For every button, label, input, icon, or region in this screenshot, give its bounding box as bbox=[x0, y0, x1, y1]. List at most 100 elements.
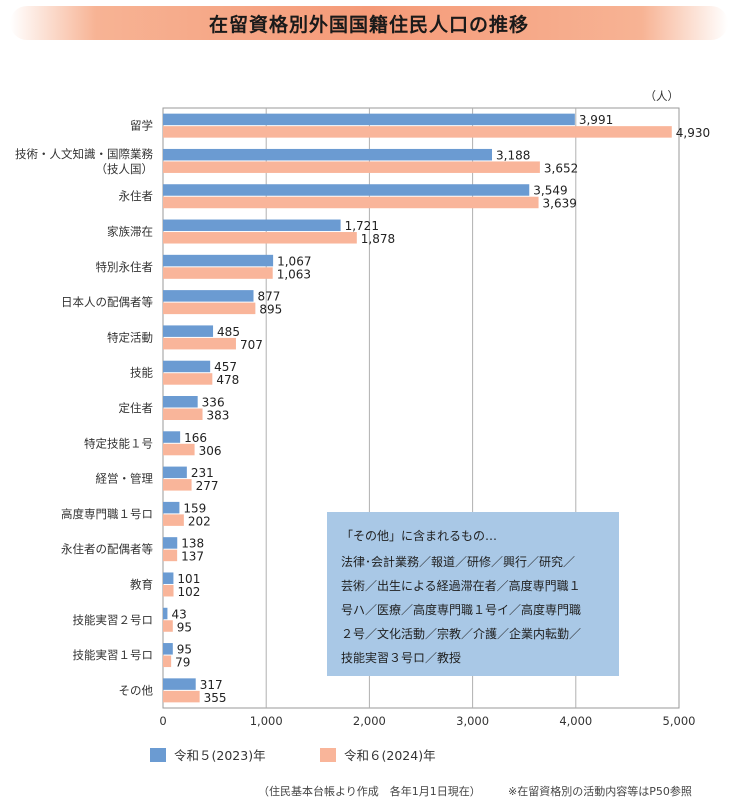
value-label-2023: 1,067 bbox=[277, 254, 311, 268]
bar-2023 bbox=[163, 360, 211, 373]
bar-2023 bbox=[163, 396, 198, 408]
value-label-2023: 166 bbox=[184, 431, 207, 445]
bar-2023 bbox=[163, 678, 196, 690]
value-label-2024: 3,639 bbox=[543, 197, 577, 211]
x-tick-label: 5,000 bbox=[663, 714, 696, 728]
bar-2023 bbox=[163, 607, 168, 620]
bar-2023 bbox=[163, 572, 174, 584]
bar-2023 bbox=[163, 254, 274, 267]
legend-item-2023: 令和５(2023)年 bbox=[150, 745, 266, 764]
note-box: 「その他」に含まれるもの… 法律･会計業務／報道／研修／興行／研究／ 芸術／出生… bbox=[327, 512, 619, 676]
x-tick-label: 3,000 bbox=[456, 714, 489, 728]
plot-frame bbox=[162, 107, 680, 709]
legend-swatch-2023 bbox=[150, 747, 166, 762]
bar-2023 bbox=[163, 431, 181, 443]
note-title: 「その他」に含まれるもの… bbox=[341, 529, 498, 543]
bar-2024 bbox=[163, 196, 539, 209]
legend-label-2023: 令和５(2023)年 bbox=[174, 748, 266, 763]
note-line: ２号／文化活動／宗教／介護／企業内転勤／ bbox=[341, 627, 582, 641]
bar-2023 bbox=[163, 325, 214, 337]
legend-item-2024: 令和６(2024)年 bbox=[320, 745, 436, 764]
bar-2024 bbox=[163, 584, 174, 597]
bar-2024 bbox=[163, 620, 173, 632]
bar-2024 bbox=[163, 161, 540, 173]
bar-2024 bbox=[163, 479, 192, 491]
category-label: 永住者 bbox=[119, 189, 154, 203]
bar-2024 bbox=[163, 655, 172, 668]
bar-2023 bbox=[163, 219, 341, 232]
value-label-2024: 383 bbox=[207, 409, 230, 423]
value-label-2024: 355 bbox=[204, 691, 227, 705]
bar-2023 bbox=[163, 501, 180, 514]
category-label: 日本人の配偶者等 bbox=[61, 295, 153, 309]
note-line: 号ハ／医療／高度専門職１号イ／高度専門職 bbox=[341, 603, 582, 617]
value-label-2023: 336 bbox=[202, 396, 225, 410]
value-label-2023: 95 bbox=[177, 643, 192, 657]
category-label: 経営・管理 bbox=[96, 472, 154, 486]
bar-2023 bbox=[163, 184, 530, 196]
value-label-2023: 877 bbox=[258, 290, 281, 304]
value-label-2024: 137 bbox=[181, 550, 204, 564]
value-label-2023: 3,991 bbox=[579, 113, 613, 127]
value-label-2024: 4,930 bbox=[676, 126, 710, 140]
x-tick-label: 2,000 bbox=[353, 714, 386, 728]
bar-2023 bbox=[163, 148, 493, 161]
bar-2023 bbox=[163, 643, 173, 655]
value-label-2023: 485 bbox=[217, 325, 240, 339]
note-line: 技能実習３号ロ／教授 bbox=[341, 651, 462, 665]
chart-title: 在留資格別外国国籍住民人口の推移 bbox=[208, 13, 529, 36]
bar-2024 bbox=[163, 126, 672, 138]
value-label-2024: 895 bbox=[259, 303, 282, 317]
bar-2023 bbox=[163, 537, 178, 549]
category-label: 家族滞在 bbox=[107, 225, 153, 239]
category-label: 特定技能１号 bbox=[84, 436, 153, 450]
bar-2024 bbox=[163, 408, 203, 420]
bar-2024 bbox=[163, 302, 256, 315]
value-label-2023: 3,188 bbox=[496, 148, 530, 162]
legend-label-2024: 令和６(2024)年 bbox=[344, 748, 436, 763]
category-label: 教育 bbox=[130, 577, 153, 591]
category-label: 定住者 bbox=[119, 401, 154, 415]
value-label-2024: 277 bbox=[196, 479, 219, 493]
category-label: その他 bbox=[119, 683, 154, 697]
category-label: 永住者の配偶者等 bbox=[61, 542, 153, 556]
x-tick-label: 1,000 bbox=[250, 714, 283, 728]
reference-footnote: ※在留資格別の活動内容等はP50参照 bbox=[508, 785, 692, 798]
value-label-2023: 101 bbox=[177, 572, 200, 586]
bar-2024 bbox=[163, 514, 184, 526]
bar-2024 bbox=[163, 690, 200, 703]
value-label-2023: 159 bbox=[183, 501, 206, 515]
value-label-2023: 3,549 bbox=[533, 184, 567, 198]
bar-2023 bbox=[163, 290, 254, 302]
value-label-2024: 306 bbox=[199, 444, 222, 458]
value-label-2024: 95 bbox=[177, 620, 192, 634]
note-line: 芸術／出生による経過滞在者／高度専門職１ bbox=[341, 579, 581, 593]
bar-2023 bbox=[163, 466, 187, 479]
category-label: 技能実習１号ロ bbox=[73, 648, 154, 662]
bar-2024 bbox=[163, 232, 357, 244]
bar-2024 bbox=[163, 373, 213, 385]
x-tick-label: 0 bbox=[159, 714, 166, 728]
value-label-2024: 102 bbox=[178, 585, 201, 599]
value-label-2023: 43 bbox=[171, 607, 186, 621]
legend-swatch-2024 bbox=[320, 747, 336, 762]
value-label-2024: 707 bbox=[240, 338, 263, 352]
value-label-2023: 1,721 bbox=[345, 219, 379, 233]
category-label: 技能実習２号ロ bbox=[73, 613, 154, 627]
value-label-2024: 478 bbox=[216, 373, 239, 387]
category-label: 技術・人文知識・国際業務 bbox=[15, 147, 153, 161]
unit-label: （人） bbox=[645, 89, 680, 103]
value-label-2023: 457 bbox=[214, 360, 237, 374]
category-label: 留学 bbox=[130, 119, 153, 133]
value-label-2024: 3,652 bbox=[544, 161, 578, 175]
value-label-2024: 79 bbox=[175, 656, 190, 670]
value-label-2023: 138 bbox=[181, 537, 204, 551]
note-line: 法律･会計業務／報道／研修／興行／研究／ bbox=[341, 555, 576, 569]
category-label: 特定活動 bbox=[107, 330, 153, 344]
bar-2023 bbox=[163, 113, 575, 126]
x-tick-label: 4,000 bbox=[559, 714, 592, 728]
value-label-2024: 1,878 bbox=[361, 232, 395, 246]
bar-2024 bbox=[163, 443, 195, 456]
category-label: 技能 bbox=[130, 366, 153, 380]
